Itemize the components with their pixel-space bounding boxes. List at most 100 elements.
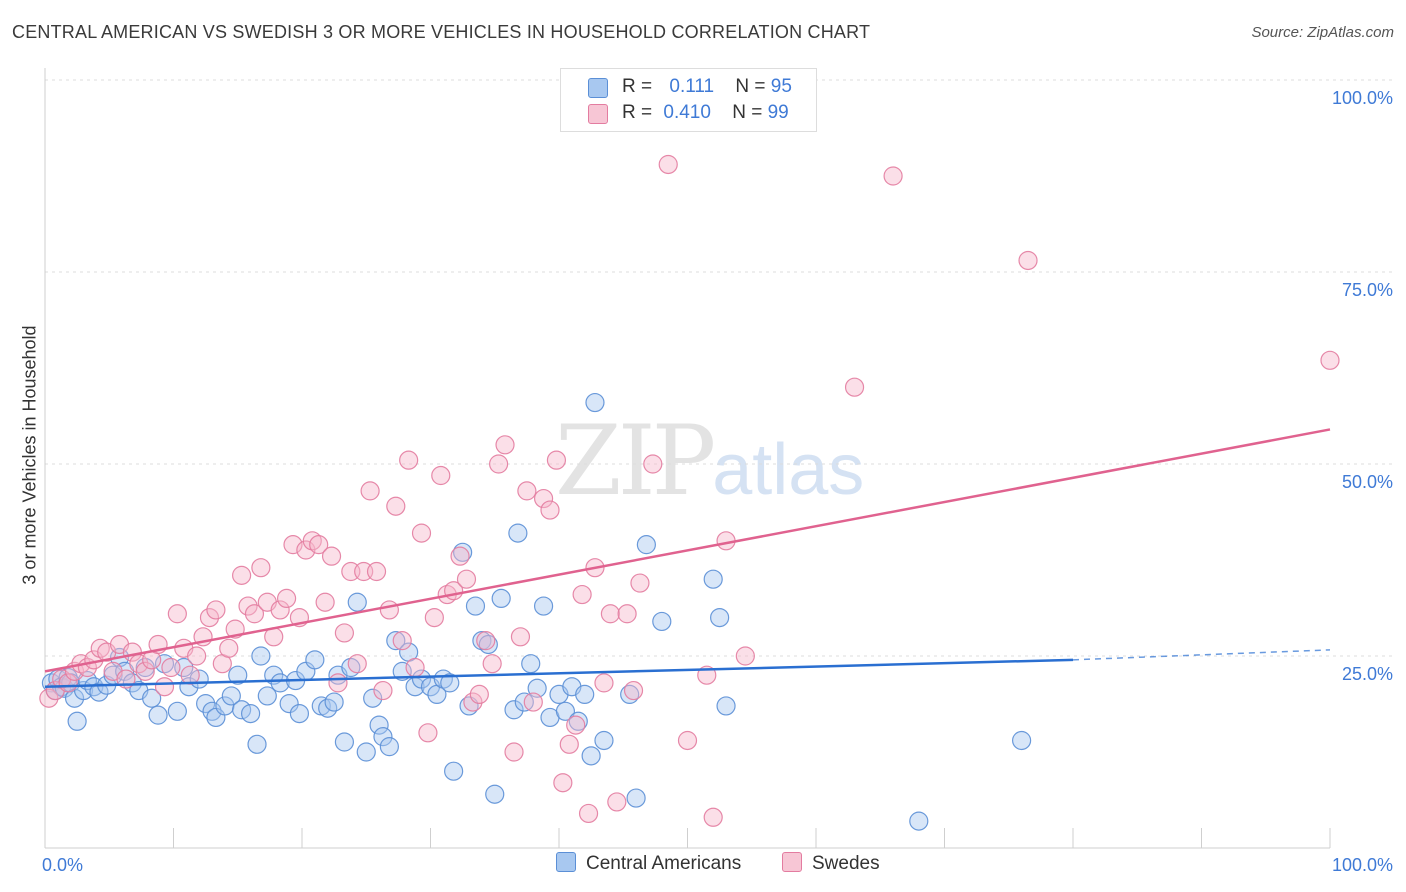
central-point	[89, 682, 109, 702]
swedes-point	[167, 604, 187, 624]
swedes-point	[883, 166, 903, 186]
swedes-point	[482, 654, 502, 674]
central-point	[504, 700, 524, 720]
swedes-point	[600, 604, 621, 624]
central-point	[279, 694, 299, 714]
legend: R = 0.111 N = 95 R = 0.410 N = 99	[560, 68, 817, 132]
swedes-point	[540, 500, 560, 520]
swedes-point	[321, 546, 342, 566]
central-point	[324, 692, 344, 712]
swedes-point	[559, 734, 579, 754]
source-label: Source: ZipAtlas.com	[1251, 24, 1394, 41]
legend-swatch-swedes	[588, 104, 608, 124]
swedes-point	[386, 496, 406, 516]
central-point	[508, 523, 528, 543]
swedes-point	[431, 465, 451, 486]
legend-swatch-central	[588, 78, 608, 98]
x-tick-label: 100.0%	[1332, 855, 1393, 875]
legend-r-value: 0.410	[663, 102, 711, 123]
swedes-point	[566, 715, 586, 735]
central-point	[620, 684, 640, 705]
swedes-point	[315, 592, 335, 612]
swedes-point	[232, 565, 252, 585]
swedes-point	[379, 600, 399, 620]
swedes-point	[510, 627, 531, 647]
central-point	[533, 596, 554, 616]
swedes-point	[623, 680, 644, 701]
swedes-trend-line	[44, 428, 1331, 673]
swedes-point	[135, 661, 155, 681]
y-tick-label: 25.0%	[1342, 664, 1393, 684]
legend-n-value: 95	[770, 76, 792, 97]
swedes-point	[328, 673, 348, 693]
y-tick-label: 75.0%	[1342, 280, 1393, 300]
central-point	[386, 631, 406, 651]
swedes-point	[187, 646, 207, 666]
central-point	[67, 711, 87, 731]
swedes-point	[630, 573, 650, 593]
central-point	[716, 696, 736, 716]
central-point	[369, 715, 389, 735]
legend-r-value: 0.111	[669, 76, 715, 97]
central-trend-line	[44, 658, 1074, 688]
swedes-point	[180, 665, 200, 685]
swedes-point	[643, 454, 663, 474]
swedes-point	[1320, 350, 1340, 370]
central-point	[440, 673, 460, 693]
swedes-point	[463, 692, 483, 712]
legend-r-label: R =	[622, 102, 653, 123]
swedes-point	[405, 657, 425, 678]
swedes-point	[392, 631, 412, 651]
bottom-legend-swatch-swedes	[782, 852, 802, 872]
swedes-point	[495, 435, 515, 455]
central-point	[241, 703, 261, 724]
swedes-point	[238, 596, 258, 616]
bottom-legend-label-swedes: Swedes	[812, 853, 880, 874]
legend-n-label: N =	[735, 76, 766, 97]
swedes-point	[617, 604, 637, 624]
swedes-point	[578, 803, 599, 824]
central-point	[247, 734, 267, 754]
central-point	[142, 688, 162, 708]
swedes-point	[309, 535, 329, 555]
central-point	[555, 701, 576, 721]
central-point	[305, 650, 325, 670]
central-point	[703, 569, 723, 589]
central-point	[334, 732, 355, 752]
central-point	[909, 811, 929, 831]
central-point	[251, 646, 271, 666]
central-point	[228, 665, 248, 685]
central-point	[521, 654, 541, 674]
central-point	[1011, 730, 1032, 751]
swedes-point	[206, 600, 226, 620]
swedes-point	[161, 657, 181, 678]
swedes-point	[347, 654, 367, 674]
swedes-point	[607, 792, 627, 812]
central-point	[221, 686, 241, 706]
swedes-point	[424, 607, 444, 628]
central-point	[710, 607, 730, 628]
swedes-point	[658, 154, 678, 175]
swedes-point	[703, 807, 723, 827]
swedes-point	[456, 569, 477, 589]
swedes-point	[334, 623, 355, 643]
swedes-point	[360, 481, 380, 501]
swedes-point	[523, 692, 543, 712]
y-tick-label: 50.0%	[1342, 472, 1393, 492]
bottom-legend-central: Central Americans	[556, 852, 741, 875]
swedes-point	[418, 723, 438, 743]
central-point	[379, 737, 399, 757]
trend-lines	[44, 428, 1331, 688]
central-point	[626, 788, 646, 808]
swedes-point	[594, 673, 614, 693]
tick-labels: 25.0% 50.0% 75.0% 100.0% 0.0% 100.0%	[42, 88, 1393, 875]
swedes-point	[154, 677, 175, 697]
swedes-point	[199, 607, 220, 628]
chart-title: CENTRAL AMERICAN VS SWEDISH 3 OR MORE VE…	[12, 22, 871, 42]
legend-n-label: N =	[732, 102, 763, 123]
central-point	[167, 701, 187, 721]
swedes-point	[572, 584, 592, 605]
central-trend-extension	[1072, 649, 1331, 661]
legend-n-value: 99	[767, 102, 789, 123]
